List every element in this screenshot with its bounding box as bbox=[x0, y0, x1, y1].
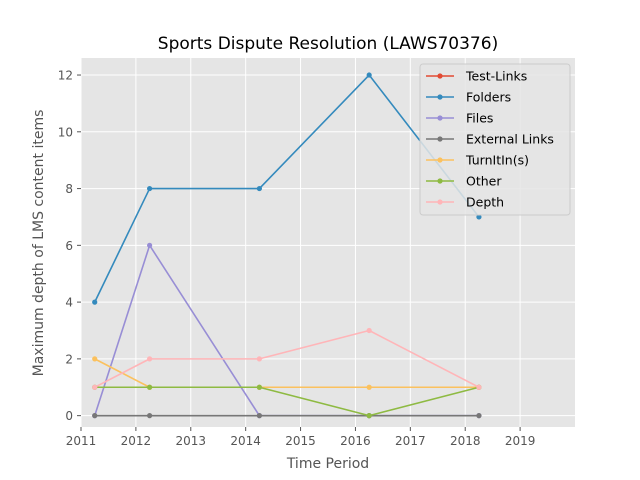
data-point bbox=[366, 384, 372, 390]
legend-marker bbox=[437, 94, 443, 100]
data-point bbox=[256, 356, 262, 362]
data-point bbox=[256, 413, 262, 419]
x-tick-label: 2017 bbox=[395, 434, 426, 448]
y-axis-label: Maximum depth of LMS content items bbox=[31, 110, 47, 377]
y-tick-label: 12 bbox=[58, 69, 73, 83]
data-point bbox=[256, 185, 262, 192]
legend-marker bbox=[437, 73, 443, 79]
legend-marker bbox=[437, 199, 443, 205]
data-point bbox=[476, 214, 482, 220]
data-point bbox=[147, 384, 153, 390]
y-tick-label: 4 bbox=[65, 296, 73, 310]
series-folders bbox=[92, 72, 482, 305]
series-depth bbox=[92, 327, 482, 390]
data-point bbox=[147, 242, 153, 248]
legend-label: Test-Links bbox=[465, 69, 527, 84]
legend-marker bbox=[437, 178, 443, 184]
data-point bbox=[92, 413, 98, 419]
data-point bbox=[147, 356, 153, 362]
y-tick-label: 6 bbox=[65, 239, 73, 253]
data-point bbox=[366, 72, 372, 78]
y-tick-label: 0 bbox=[65, 409, 73, 423]
legend-item: Files bbox=[426, 111, 493, 126]
data-point bbox=[366, 327, 372, 334]
data-point bbox=[92, 356, 98, 362]
data-point bbox=[366, 413, 372, 419]
data-point bbox=[147, 185, 153, 192]
x-tick-label: 2014 bbox=[230, 434, 261, 448]
data-point bbox=[92, 384, 98, 390]
legend-marker bbox=[437, 136, 443, 142]
legend-item: Test-Links bbox=[426, 69, 527, 84]
y-tick-label: 10 bbox=[58, 125, 73, 139]
legend-item: Other bbox=[426, 174, 502, 189]
legend-marker bbox=[437, 157, 443, 163]
data-point bbox=[92, 299, 98, 305]
axis-ticks: 2011 2012 2013 2014 2015 2016 2017 2018 2019 0 2 4 6… bbox=[58, 69, 536, 448]
x-tick-label: 2019 bbox=[505, 434, 536, 448]
legend-marker bbox=[437, 115, 443, 121]
data-point bbox=[476, 384, 482, 390]
x-tick-label: 2018 bbox=[450, 434, 481, 448]
y-tick-label: 2 bbox=[65, 352, 73, 366]
legend-box bbox=[419, 63, 571, 216]
legend-item: Folders bbox=[426, 90, 511, 105]
series-external-links bbox=[92, 413, 482, 419]
x-tick-label: 2011 bbox=[66, 434, 97, 448]
legend-label: Depth bbox=[466, 195, 504, 210]
legend: Test-Links Folders Files External Links Turn… bbox=[419, 63, 571, 216]
chart-title: Sports Dispute Resolution (LAWS70376) bbox=[158, 34, 498, 54]
data-point bbox=[476, 413, 482, 419]
x-tick-label: 2013 bbox=[176, 434, 207, 448]
legend-label: External Links bbox=[466, 132, 554, 147]
legend-item: Depth bbox=[426, 195, 504, 210]
data-point bbox=[256, 384, 262, 390]
x-tick-label: 2012 bbox=[121, 434, 152, 448]
legend-label: Other bbox=[466, 174, 502, 189]
legend-item: External Links bbox=[426, 132, 554, 147]
series-group bbox=[92, 72, 482, 419]
legend-label: Folders bbox=[466, 90, 511, 105]
y-tick-label: 8 bbox=[65, 182, 73, 196]
legend-label: TurnItIn(s) bbox=[465, 153, 529, 168]
x-tick-label: 2015 bbox=[285, 434, 316, 448]
legend-label: Files bbox=[466, 111, 493, 126]
data-point bbox=[147, 413, 153, 419]
x-tick-label: 2016 bbox=[340, 434, 371, 448]
legend-item: TurnItIn(s) bbox=[426, 153, 529, 168]
x-axis-label: Time Period bbox=[286, 456, 369, 472]
